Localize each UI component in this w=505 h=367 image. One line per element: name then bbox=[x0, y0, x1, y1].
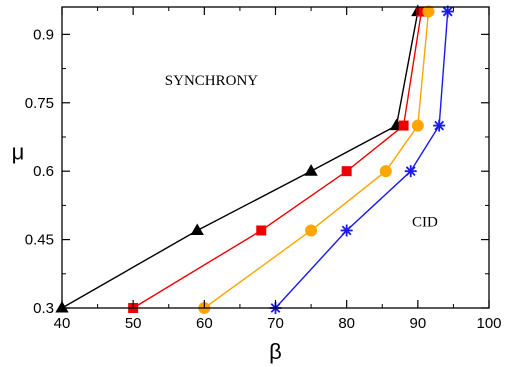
x-tick-label: 40 bbox=[54, 315, 71, 332]
region-annotation: CID bbox=[412, 214, 438, 230]
x-tick-label: 50 bbox=[125, 315, 142, 332]
y-tick-label: 0.45 bbox=[25, 232, 54, 249]
series-markers bbox=[55, 4, 454, 314]
star-marker bbox=[340, 224, 353, 237]
y-tick-label: 0.3 bbox=[33, 300, 54, 317]
star-marker bbox=[433, 119, 446, 132]
square-marker bbox=[416, 6, 427, 17]
y-tick-label: 0.75 bbox=[25, 95, 54, 112]
square-marker bbox=[256, 225, 267, 236]
triangle-marker bbox=[304, 164, 318, 176]
square-marker bbox=[398, 120, 409, 131]
star-marker bbox=[441, 5, 454, 18]
star-stroke bbox=[442, 6, 453, 17]
series-line bbox=[61, 11, 419, 309]
star-stroke bbox=[434, 120, 445, 131]
x-tick-label: 80 bbox=[338, 315, 355, 332]
circle-marker bbox=[422, 5, 435, 18]
x-tick-label: 70 bbox=[267, 315, 284, 332]
star-marker bbox=[404, 165, 417, 178]
series-curves bbox=[61, 11, 449, 309]
triangle-marker bbox=[190, 223, 204, 236]
series-line bbox=[132, 11, 423, 309]
circle-marker bbox=[411, 119, 424, 132]
star-stroke bbox=[341, 225, 352, 236]
annotations: SYNCHRONY CID bbox=[165, 73, 438, 230]
square-marker bbox=[341, 166, 352, 177]
y-tick-label: 0.6 bbox=[33, 163, 54, 180]
y-axis-label: μ bbox=[12, 140, 25, 165]
x-axis-label: β bbox=[269, 339, 282, 364]
x-tick-label: 90 bbox=[409, 315, 426, 332]
circle-marker bbox=[305, 224, 318, 237]
region-annotation: SYNCHRONY bbox=[165, 73, 259, 89]
star-stroke bbox=[405, 166, 416, 177]
y-tick-label: 0.9 bbox=[33, 26, 54, 43]
circle-marker bbox=[379, 165, 392, 178]
x-tick-label: 100 bbox=[476, 315, 501, 332]
x-tick-label: 60 bbox=[196, 315, 213, 332]
axis-ticks: 40 50 60 70 80 90 100 0.3 0.45 0.6 0.75 0.9 bbox=[25, 7, 502, 332]
